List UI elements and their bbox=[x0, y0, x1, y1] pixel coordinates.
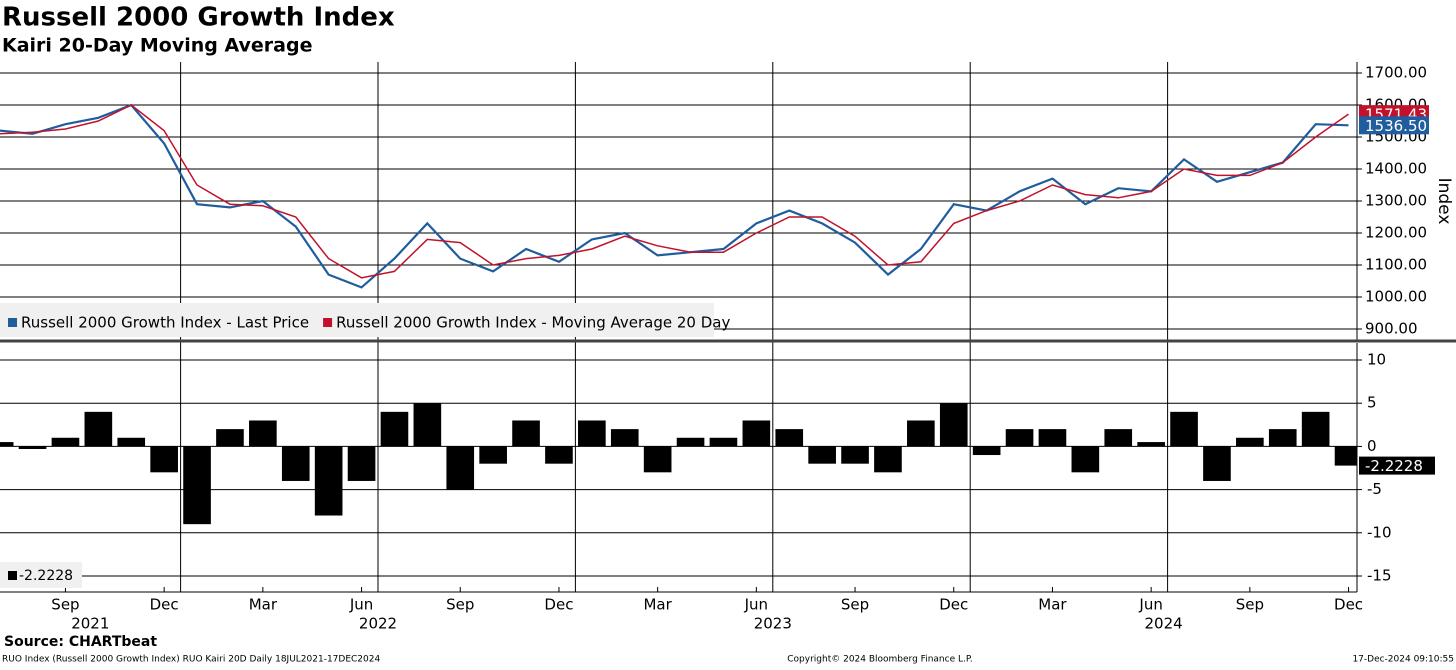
y-tick-label: -5 bbox=[1367, 480, 1382, 498]
x-tick-label: Sep bbox=[841, 596, 869, 614]
bar bbox=[1170, 411, 1198, 447]
x-tick-label: Jun bbox=[349, 596, 373, 614]
bar bbox=[610, 429, 639, 447]
legend-swatch bbox=[8, 318, 17, 327]
bar bbox=[84, 411, 113, 447]
bar bbox=[249, 420, 277, 447]
year-label: 2022 bbox=[359, 615, 397, 633]
year-label: 2021 bbox=[71, 615, 109, 633]
bar bbox=[1203, 446, 1231, 481]
bar bbox=[1334, 446, 1357, 466]
bar bbox=[281, 446, 310, 481]
bar bbox=[51, 437, 80, 447]
bar bbox=[643, 446, 672, 473]
y-tick-label: 900.00 bbox=[1365, 320, 1418, 338]
bar bbox=[808, 446, 836, 464]
x-tick-label: Jun bbox=[1138, 596, 1162, 614]
bar bbox=[874, 446, 902, 473]
y-tick-label: 1700.00 bbox=[1365, 64, 1427, 82]
bar bbox=[0, 442, 14, 447]
legend-swatch bbox=[8, 571, 17, 580]
legend-label: Russell 2000 Growth Index - Last Price bbox=[21, 314, 309, 332]
x-tick-label: Sep bbox=[446, 596, 474, 614]
x-tick-label: Dec bbox=[1334, 596, 1363, 614]
bar bbox=[676, 437, 705, 447]
bar bbox=[742, 420, 771, 447]
bar bbox=[446, 446, 475, 490]
x-tick-label: Sep bbox=[51, 596, 79, 614]
source: Source: CHARTbeat bbox=[4, 634, 157, 650]
plot-area bbox=[0, 403, 1357, 525]
bar bbox=[1236, 437, 1264, 447]
x-tick-label: Mar bbox=[1038, 596, 1067, 614]
x-tick-label: Sep bbox=[1236, 596, 1264, 614]
bar bbox=[775, 429, 804, 447]
bar bbox=[216, 429, 244, 447]
bar bbox=[939, 403, 968, 447]
value-tag-label: 1536.50 bbox=[1365, 117, 1427, 135]
value-tag bbox=[1359, 456, 1435, 475]
bar bbox=[1071, 446, 1100, 473]
bar bbox=[380, 411, 409, 447]
bar bbox=[1005, 429, 1034, 447]
bar bbox=[972, 446, 1001, 456]
footer-center: Copyright© 2024 Bloomberg Finance L.P. bbox=[787, 655, 972, 665]
bar bbox=[183, 446, 211, 525]
x-tick-label: Dec bbox=[939, 596, 968, 614]
bar bbox=[1268, 429, 1297, 447]
bar bbox=[479, 446, 507, 464]
x-tick-label: Dec bbox=[544, 596, 573, 614]
y-tick-label: 1100.00 bbox=[1365, 256, 1427, 274]
legend-label: Russell 2000 Growth Index - Moving Avera… bbox=[336, 314, 730, 332]
y-tick-label: 1000.00 bbox=[1365, 288, 1427, 306]
y-tick-label: 5 bbox=[1367, 394, 1377, 412]
bar bbox=[413, 403, 442, 447]
y-axis-title: Index bbox=[1434, 178, 1454, 225]
line-series bbox=[0, 104, 1349, 279]
bar bbox=[314, 446, 343, 516]
y-tick-label: 1200.00 bbox=[1365, 224, 1427, 242]
legend-swatch bbox=[323, 318, 333, 327]
bar bbox=[709, 437, 738, 447]
bar bbox=[512, 420, 540, 447]
year-label: 2024 bbox=[1145, 615, 1183, 633]
y-tick-label: -15 bbox=[1367, 567, 1392, 585]
footer-left: RUO Index (Russell 2000 Growth Index) RU… bbox=[2, 655, 380, 665]
plot-area bbox=[0, 103, 1349, 289]
y-tick-label: 10 bbox=[1367, 351, 1386, 369]
bar bbox=[545, 446, 573, 464]
value-tag-label: -2.2228 bbox=[1365, 457, 1423, 475]
year-label: 2023 bbox=[754, 615, 792, 633]
y-tick-label: -10 bbox=[1367, 523, 1392, 541]
y-tick-label: 0 bbox=[1367, 437, 1377, 455]
bar bbox=[1038, 429, 1067, 447]
bar bbox=[1137, 442, 1165, 447]
bar bbox=[1104, 429, 1133, 447]
legend-label: -2.2228 bbox=[19, 568, 73, 584]
bar bbox=[150, 446, 178, 473]
bar bbox=[578, 420, 606, 447]
x-tick-label: Mar bbox=[643, 596, 672, 614]
bar bbox=[18, 446, 47, 449]
x-tick-label: Dec bbox=[150, 596, 179, 614]
x-tick-label: Mar bbox=[249, 596, 278, 614]
bar bbox=[117, 437, 146, 447]
line-series bbox=[0, 103, 1349, 289]
legend-box bbox=[0, 303, 714, 337]
bar bbox=[1301, 411, 1330, 447]
bar bbox=[347, 446, 376, 481]
footer-right: 17-Dec-2024 09:10:55 bbox=[1352, 655, 1454, 665]
y-tick-label: 1300.00 bbox=[1365, 192, 1427, 210]
bar bbox=[907, 420, 935, 447]
value-tag bbox=[1359, 116, 1429, 135]
chart-title: Russell 2000 Growth Index bbox=[2, 3, 395, 33]
chart-subtitle: Kairi 20-Day Moving Average bbox=[2, 35, 312, 57]
y-tick-label: 1400.00 bbox=[1365, 160, 1427, 178]
bar bbox=[841, 446, 869, 464]
x-tick-label: Jun bbox=[744, 596, 768, 614]
